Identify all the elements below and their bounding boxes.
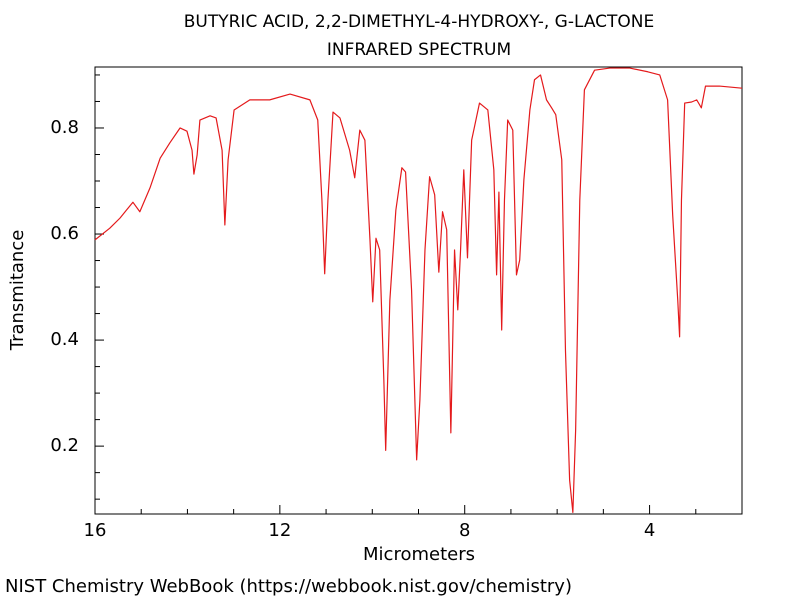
x-tick-label: 12 <box>268 520 291 541</box>
y-tick-label: 0.8 <box>50 117 79 138</box>
source-note: NIST Chemistry WebBook (https://webbook.… <box>5 576 572 597</box>
y-axis-label: Transmitance <box>7 230 28 352</box>
chart-subtitle: INFRARED SPECTRUM <box>327 40 511 60</box>
y-tick-label: 0.2 <box>50 435 79 456</box>
x-tick-label: 4 <box>644 520 655 541</box>
y-tick-label: 0.6 <box>50 223 79 244</box>
chart-title: BUTYRIC ACID, 2,2-DIMETHYL-4-HYDROXY-, G… <box>184 12 655 32</box>
x-tick-label: 16 <box>84 520 107 541</box>
y-tick-label: 0.4 <box>50 329 79 350</box>
x-tick-label: 8 <box>459 520 470 541</box>
x-axis-label: Micrometers <box>363 544 475 565</box>
spectrum-line <box>94 67 743 514</box>
plot-frame <box>94 66 743 515</box>
